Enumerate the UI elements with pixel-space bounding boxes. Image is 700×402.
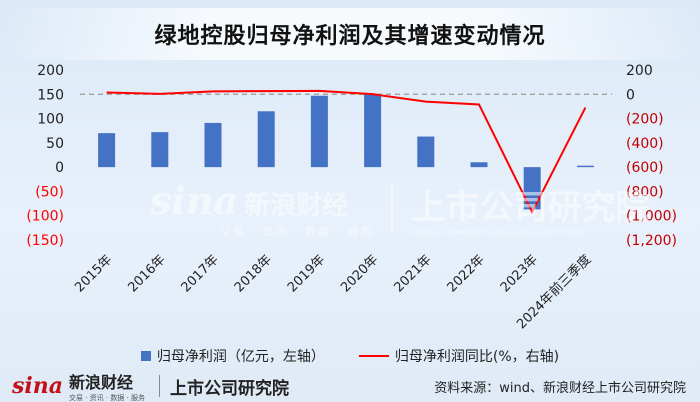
left-axis-tick-label: 100 [37,112,64,128]
footer-institute-logo: 上市公司研究院 [170,378,290,399]
bar [364,94,382,168]
growth-line [106,89,587,215]
bar [257,111,275,168]
title-band: 绿地控股归母净利润及其增速变动情况 [0,8,700,60]
category-label: 2015年 [72,252,115,295]
footer-sina-logo: sina 新浪财经 交易 · 资讯 · 数据 · 服务 [12,369,145,402]
category-label: 2021年 [391,252,434,295]
right-axis-tick-label: (800) [626,184,664,200]
right-axis-tick-label: 200 [626,63,653,79]
footer-sina-sub: 交易 · 资讯 · 数据 · 服务 [69,394,146,402]
category-label: 2023年 [498,252,541,295]
left-axis-tick-label: (100) [26,209,64,225]
right-axis-tick-label: (400) [626,136,664,152]
category-label: 2018年 [232,252,275,295]
chart-legend: 归母净利润（亿元，左轴） 归母净利润同比(%，右轴) [0,344,700,368]
legend-bar-swatch [140,351,151,361]
legend-line-label: 归母净利润同比(%，右轴) [394,349,560,365]
bar [576,165,594,168]
bar [98,133,116,168]
legend-item-bar: 归母净利润（亿元，左轴） [140,346,325,366]
left-axis-tick-label: 200 [37,63,64,79]
category-label: 2017年 [179,252,222,295]
source-note: 资料来源：wind、新浪财经上市公司研究院 [434,380,686,396]
left-axis-tick-label: (50) [35,184,64,200]
bar [523,167,541,210]
left-axis-tick-label: 0 [55,160,64,176]
category-label: 2022年 [445,252,488,295]
bar [151,132,169,168]
category-label: 2020年 [338,252,381,295]
footer-divider [159,375,161,397]
right-axis-tick-label: (1,000) [626,209,677,225]
legend-bar-label: 归母净利润（亿元，左轴） [156,349,325,365]
footer-sina-mark: sina [12,373,63,399]
right-axis-tick-label: (600) [626,160,664,176]
left-axis-tick-label: (150) [26,233,64,249]
bar [310,95,328,168]
right-axis-tick-label: (200) [626,112,664,128]
bar [204,122,222,168]
left-axis-tick-label: 150 [37,87,64,103]
chart-title: 绿地控股归母净利润及其增速变动情况 [154,24,546,49]
category-label: 2016年 [125,252,168,295]
bar [470,162,488,168]
category-label: 2019年 [285,252,328,295]
legend-line-swatch [358,355,389,357]
right-axis-tick-label: (1,200) [626,233,677,249]
right-axis-tick-label: 0 [626,87,635,103]
footer-sina-cn: 新浪财经 [69,373,134,392]
footer: sina 新浪财经 交易 · 资讯 · 数据 · 服务 上市公司研究院 资料来源… [0,370,700,402]
legend-item-line: 归母净利润同比(%，右轴) [358,346,560,366]
bar [417,136,435,168]
left-axis-tick-label: 50 [46,136,64,152]
